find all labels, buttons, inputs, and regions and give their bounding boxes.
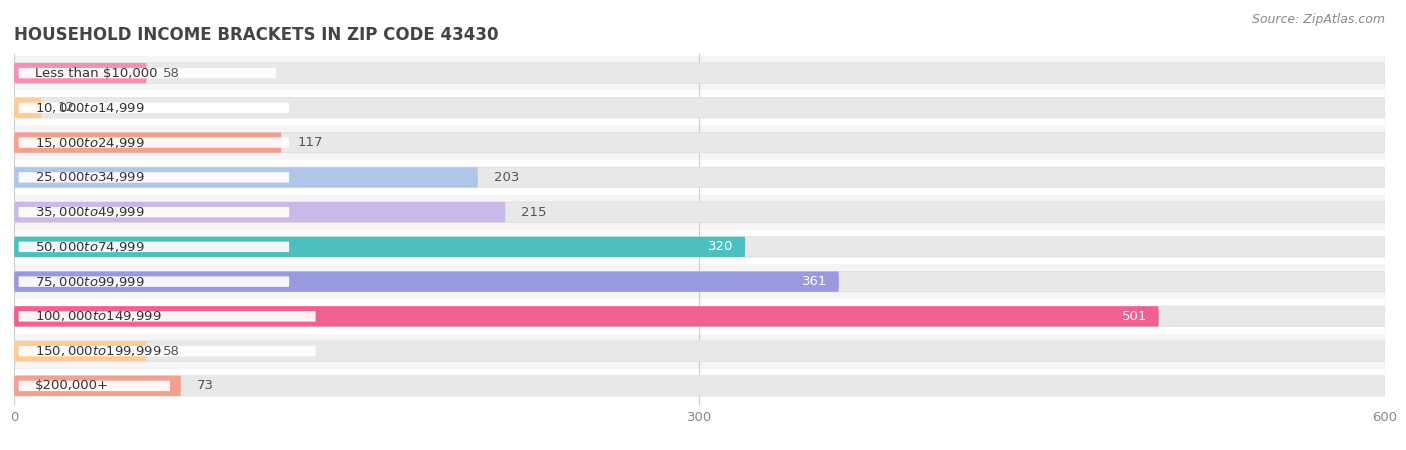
Bar <box>14 230 1385 264</box>
Text: 12: 12 <box>58 101 75 114</box>
FancyBboxPatch shape <box>14 202 505 222</box>
Bar <box>14 334 1385 369</box>
Text: Source: ZipAtlas.com: Source: ZipAtlas.com <box>1251 14 1385 27</box>
FancyBboxPatch shape <box>14 167 478 188</box>
FancyBboxPatch shape <box>18 242 290 252</box>
FancyBboxPatch shape <box>14 376 1385 396</box>
FancyBboxPatch shape <box>14 132 281 153</box>
Bar <box>14 195 1385 230</box>
FancyBboxPatch shape <box>14 306 1159 327</box>
FancyBboxPatch shape <box>18 103 290 113</box>
FancyBboxPatch shape <box>14 237 745 257</box>
Text: $35,000 to $49,999: $35,000 to $49,999 <box>35 205 145 219</box>
Bar <box>14 160 1385 195</box>
Text: HOUSEHOLD INCOME BRACKETS IN ZIP CODE 43430: HOUSEHOLD INCOME BRACKETS IN ZIP CODE 43… <box>14 26 499 44</box>
FancyBboxPatch shape <box>18 381 170 391</box>
Text: 215: 215 <box>522 206 547 219</box>
Bar <box>14 264 1385 299</box>
Text: $15,000 to $24,999: $15,000 to $24,999 <box>35 135 145 149</box>
FancyBboxPatch shape <box>14 271 1385 292</box>
Text: $25,000 to $34,999: $25,000 to $34,999 <box>35 171 145 184</box>
FancyBboxPatch shape <box>14 376 181 396</box>
FancyBboxPatch shape <box>14 202 1385 222</box>
Text: 320: 320 <box>709 240 734 253</box>
Text: $50,000 to $74,999: $50,000 to $74,999 <box>35 240 145 254</box>
Bar <box>14 125 1385 160</box>
Text: 58: 58 <box>163 67 180 80</box>
FancyBboxPatch shape <box>18 207 290 217</box>
FancyBboxPatch shape <box>18 68 276 78</box>
Text: $10,000 to $14,999: $10,000 to $14,999 <box>35 101 145 115</box>
Text: 361: 361 <box>801 275 827 288</box>
FancyBboxPatch shape <box>14 237 1385 257</box>
FancyBboxPatch shape <box>18 172 290 183</box>
FancyBboxPatch shape <box>14 63 146 83</box>
FancyBboxPatch shape <box>14 167 1385 188</box>
FancyBboxPatch shape <box>14 132 1385 153</box>
FancyBboxPatch shape <box>14 341 1385 361</box>
Text: 58: 58 <box>163 345 180 358</box>
Bar <box>14 90 1385 125</box>
FancyBboxPatch shape <box>14 271 839 292</box>
FancyBboxPatch shape <box>14 306 1385 327</box>
Text: $150,000 to $199,999: $150,000 to $199,999 <box>35 344 162 358</box>
FancyBboxPatch shape <box>14 98 42 118</box>
Bar <box>14 369 1385 403</box>
Text: 117: 117 <box>298 136 323 149</box>
FancyBboxPatch shape <box>18 276 290 287</box>
Text: Less than $10,000: Less than $10,000 <box>35 67 157 80</box>
FancyBboxPatch shape <box>18 346 316 356</box>
Text: 73: 73 <box>197 379 214 392</box>
Text: $75,000 to $99,999: $75,000 to $99,999 <box>35 274 145 288</box>
Bar <box>14 299 1385 334</box>
FancyBboxPatch shape <box>14 341 146 361</box>
FancyBboxPatch shape <box>18 311 316 322</box>
Text: 501: 501 <box>1122 310 1147 323</box>
Text: $200,000+: $200,000+ <box>35 379 108 392</box>
FancyBboxPatch shape <box>18 137 290 148</box>
Text: $100,000 to $149,999: $100,000 to $149,999 <box>35 310 162 324</box>
Bar <box>14 56 1385 90</box>
FancyBboxPatch shape <box>14 63 1385 83</box>
Text: 203: 203 <box>494 171 519 184</box>
FancyBboxPatch shape <box>14 98 1385 118</box>
